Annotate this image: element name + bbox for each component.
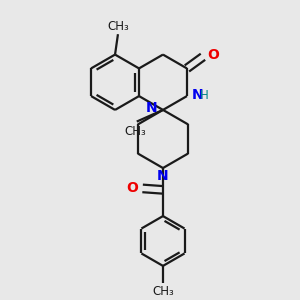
Text: O: O xyxy=(207,48,219,62)
Text: N: N xyxy=(146,101,157,116)
Text: CH₃: CH₃ xyxy=(124,125,146,138)
Text: H: H xyxy=(200,89,208,102)
Text: CH₃: CH₃ xyxy=(107,20,129,33)
Text: N: N xyxy=(157,169,169,184)
Text: N: N xyxy=(192,88,204,102)
Text: CH₃: CH₃ xyxy=(152,285,174,298)
Text: O: O xyxy=(126,182,138,195)
